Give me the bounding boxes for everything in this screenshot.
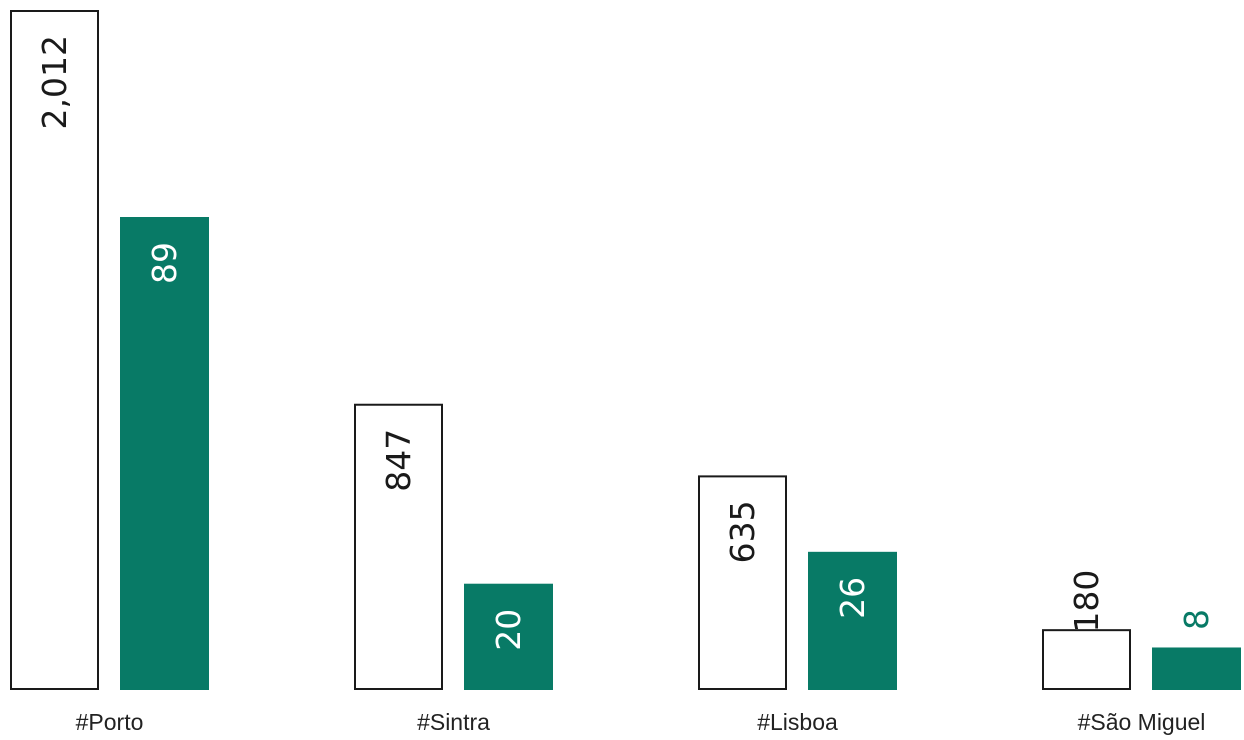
data-label-series-2-1: 20: [489, 609, 528, 651]
data-label-series-1-0: 2,012: [35, 35, 74, 129]
bar-series-1-0: [10, 10, 99, 690]
bar-series-1-1: [354, 403, 443, 690]
data-label-series-2-3: 8: [1177, 609, 1216, 630]
data-label-series-2-0: 89: [145, 242, 184, 284]
category-label-3: #São Miguel: [1078, 709, 1206, 735]
bar-series-2-0: [120, 217, 209, 690]
bar-series-2-3: [1152, 647, 1241, 690]
data-label-series-1-2: 635: [723, 500, 762, 563]
bar-series-2-2: [808, 551, 897, 690]
category-label-0: #Porto: [76, 709, 144, 735]
bar-series-1-2: [698, 475, 787, 690]
bar-series-1-3: [1042, 629, 1131, 691]
data-label-series-1-3: 180: [1067, 570, 1106, 633]
data-label-series-1-1: 847: [379, 429, 418, 492]
category-label-2: #Lisboa: [757, 709, 838, 735]
data-label-series-2-2: 26: [833, 577, 872, 619]
category-label-1: #Sintra: [417, 709, 490, 735]
bar-series-2-1: [464, 583, 553, 690]
